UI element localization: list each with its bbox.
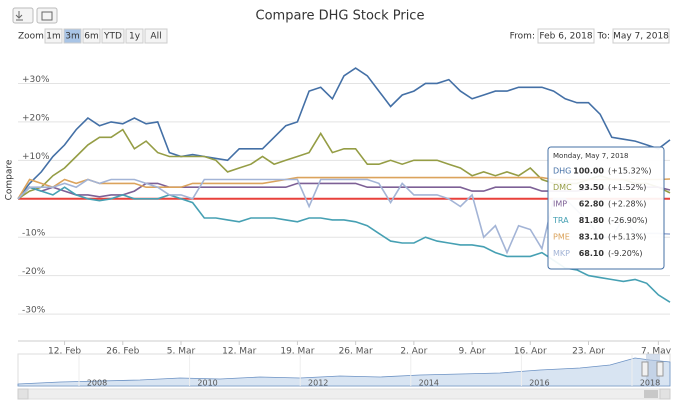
- range-button-label: 6m: [84, 32, 99, 42]
- scroll-right[interactable]: [659, 388, 671, 400]
- x-tick-label: 9. Apr: [459, 347, 486, 357]
- tooltip-change: (+1.52%): [608, 183, 646, 192]
- range-button-label: 3m: [65, 32, 80, 42]
- tooltip-change: (-9.20%): [608, 249, 643, 258]
- navigator-label: 2010: [197, 379, 217, 388]
- navigator-label: 2012: [308, 379, 328, 388]
- navigator-label: 2008: [87, 379, 107, 388]
- y-tick-label: +30%: [22, 75, 50, 85]
- zoom-label: Zoom: [18, 32, 44, 42]
- print-icon: [41, 11, 53, 21]
- tooltip-box: [547, 146, 665, 270]
- tooltip-value: 83.10: [579, 233, 605, 242]
- x-tick-label: 12. Feb: [48, 347, 81, 357]
- series-line: [17, 67, 671, 200]
- to-input[interactable]: [612, 28, 670, 44]
- tooltip-name: DHG: [553, 167, 571, 176]
- range-button[interactable]: [125, 28, 144, 44]
- tooltip: Monday, May 7, 2018 DHG 100.00 (+15.32%) DMC…: [547, 146, 665, 270]
- tooltip-change: (-26.90%): [608, 216, 648, 225]
- x-tick-label: 26. Mar: [339, 347, 373, 357]
- print-button[interactable]: [36, 7, 58, 24]
- x-tick-label: 16. Apr: [514, 347, 547, 357]
- range-button-label: All: [150, 32, 161, 42]
- navigator-label: 2014: [419, 379, 439, 388]
- to-label: To:: [596, 32, 610, 42]
- x-tick-label: 2. Apr: [400, 347, 427, 357]
- from-input[interactable]: [537, 28, 595, 44]
- y-tick-label: +20%: [22, 113, 50, 123]
- tooltip-name: DMC: [553, 183, 572, 192]
- tooltip-change: (+5.13%): [608, 233, 646, 242]
- tooltip-name: MKP: [553, 249, 570, 258]
- x-tick-label: 19. Mar: [280, 347, 314, 357]
- tooltip-value: 68.10: [579, 249, 605, 258]
- range-button[interactable]: [144, 28, 168, 44]
- tooltip-value: 62.80: [579, 200, 605, 209]
- y-tick-label: +10%: [22, 152, 50, 162]
- tooltip-value: 93.50: [579, 183, 605, 192]
- navigator-label: 2016: [529, 379, 549, 388]
- x-tick-label: 5. Mar: [167, 347, 196, 357]
- range-button-label: YTD: [103, 32, 122, 42]
- y-tick-label: -30%: [22, 306, 46, 316]
- tooltip-name: PME: [553, 233, 570, 242]
- range-button[interactable]: [63, 28, 82, 44]
- from-label: From:: [510, 32, 535, 42]
- x-tick-label: 12. Mar: [222, 347, 256, 357]
- scroll-left[interactable]: [17, 388, 29, 400]
- to-value: May 7, 2018: [613, 32, 669, 42]
- range-button[interactable]: [82, 28, 101, 44]
- tooltip-value: 100.00: [573, 167, 604, 176]
- navigator-handle[interactable]: [641, 361, 649, 377]
- tooltip-header: Monday, May 7, 2018: [553, 152, 629, 160]
- tooltip-name: IMP: [553, 200, 567, 209]
- download-icon: [15, 11, 23, 21]
- y-axis-title: Compare: [5, 159, 15, 200]
- navigator-label: 2018: [640, 379, 660, 388]
- tooltip-change: (+2.28%): [608, 200, 646, 209]
- x-tick-label: 26. Feb: [106, 347, 139, 357]
- tooltip-name: TRA: [552, 216, 569, 225]
- range-selector: Zoom 1m 3m 6m YTD 1y All From: Feb 6, 2018 To: May…: [18, 28, 670, 44]
- navigator-handle[interactable]: [656, 361, 664, 377]
- x-tick-label: 23. Apr: [572, 347, 605, 357]
- tooltip-change: (+15.32%): [608, 167, 651, 176]
- range-button[interactable]: [44, 28, 63, 44]
- y-tick-label: -20%: [22, 267, 46, 277]
- navigator-axis: 2008 2010 2012 2014 2016 2018: [78, 354, 660, 388]
- tooltip-value: 81.80: [579, 216, 605, 225]
- export-button[interactable]: [12, 7, 34, 24]
- x-tick-label: 7. May: [641, 347, 672, 357]
- range-button[interactable]: [101, 28, 125, 44]
- chart-title: Compare DHG Stock Price: [256, 9, 425, 24]
- range-button-label: 1y: [129, 32, 141, 42]
- range-button-label: 1m: [46, 32, 61, 42]
- scroll-thumb[interactable]: [644, 390, 658, 398]
- scrollbar[interactable]: [17, 388, 671, 400]
- y-tick-label: -10%: [22, 229, 46, 239]
- from-value: Feb 6, 2018: [539, 32, 592, 42]
